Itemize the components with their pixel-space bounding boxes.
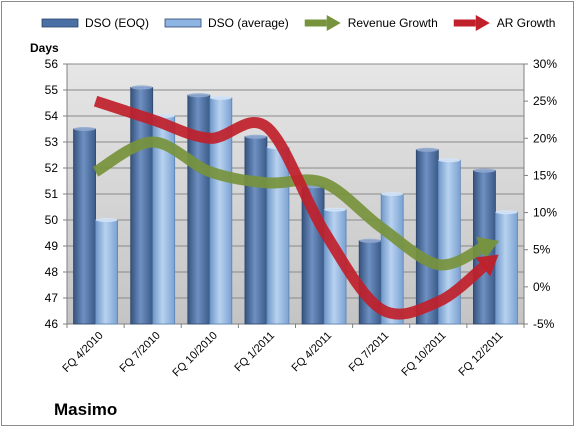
left-axis-title: Days [30, 41, 59, 55]
left-tick-label: 56 [45, 57, 59, 71]
right-tick-label: 20% [533, 131, 557, 145]
x-tick-label: FQ 4/2010 [60, 330, 105, 375]
legend-label-ar-growth: AR Growth [497, 16, 556, 30]
left-tick-label: 47 [45, 291, 59, 305]
bar-dso-eoq [73, 128, 96, 325]
bar-dso-eoq-cap [416, 147, 439, 152]
bar-dso-average-cap [95, 218, 118, 222]
bar-dso-average-cap [438, 158, 461, 163]
bar-dso-eoq [244, 136, 268, 325]
left-tick-label: 49 [45, 239, 59, 253]
bar-dso-eoq-cap [130, 85, 153, 90]
right-tick-label: 15% [533, 168, 557, 182]
x-tick-label: FQ 1/2011 [232, 330, 277, 375]
bar-dso-average-cap [381, 192, 404, 196]
bar-dso-eoq-cap [244, 134, 267, 139]
right-tick-label: -5% [533, 317, 555, 331]
legend-label-dso-eoq: DSO (EOQ) [85, 16, 149, 30]
right-tick-label: 30% [533, 57, 557, 71]
bar-dso-average [95, 219, 118, 325]
bar-dso-average [380, 193, 404, 325]
right-tick-label: 0% [533, 280, 551, 294]
chart-title: Masimo [54, 400, 118, 419]
right-tick-label: 25% [533, 94, 557, 108]
revenue-growth-arrowhead [476, 236, 500, 260]
legend-label-dso-average: DSO (average) [208, 16, 289, 30]
left-tick-label: 50 [45, 213, 59, 227]
ar-growth-line [93, 95, 490, 320]
x-tick-label: FQ 10/2010 [170, 330, 220, 380]
left-tick-label: 52 [45, 161, 59, 175]
left-tick-label: 46 [45, 317, 59, 331]
right-tick-label: 10% [533, 206, 557, 220]
bar-dso-average-cap [209, 95, 232, 100]
legend-swatch-dso-average [164, 18, 202, 28]
legend-arrow-revenue-growth [326, 15, 341, 31]
x-tick-label: FQ 12/2011 [457, 330, 506, 379]
bar-dso-average [266, 146, 290, 325]
bar-dso-average-cap [495, 210, 518, 215]
left-tick-label: 53 [45, 135, 59, 149]
bar-dso-average [495, 211, 518, 325]
bar-dso-eoq-cap [73, 127, 96, 131]
x-tick-label: FQ 4/2011 [290, 330, 335, 375]
x-tick-label: FQ 7/2010 [118, 330, 163, 375]
legend-arrow-ar-growth [475, 15, 490, 31]
left-tick-label: 51 [45, 187, 59, 201]
bar-dso-eoq-cap [187, 93, 210, 98]
ar-growth-arrowhead [475, 254, 499, 277]
left-tick-label: 48 [45, 265, 59, 279]
bar-dso-average-cap [324, 207, 347, 212]
left-tick-label: 55 [45, 83, 59, 97]
legend-swatch-dso-eoq [41, 18, 79, 28]
x-tick-label: FQ 10/2011 [399, 330, 448, 379]
bar-dso-eoq-cap [359, 238, 382, 243]
x-tick-label: FQ 7/2011 [347, 330, 392, 375]
right-tick-label: 5% [533, 243, 551, 257]
bar-dso-eoq-cap [473, 168, 496, 173]
legend-label-revenue-growth: Revenue Growth [348, 16, 438, 30]
left-tick-label: 54 [45, 109, 59, 123]
